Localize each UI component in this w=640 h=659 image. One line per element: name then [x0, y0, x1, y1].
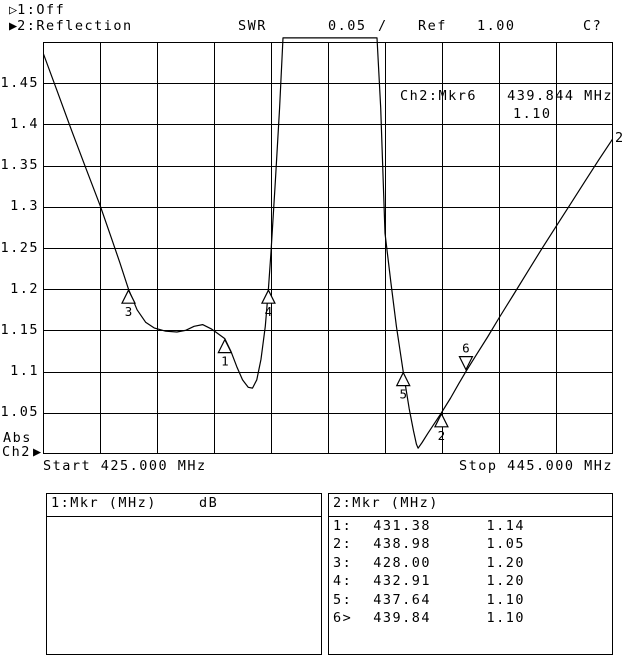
stop-frequency: Stop 445.000 MHz	[458, 458, 613, 474]
marker-readout-channel: Ch2:Mkr6	[400, 88, 478, 104]
marker-row-label: 5:	[333, 591, 353, 608]
marker-readout-frequency: 439.844 MHz	[507, 88, 613, 104]
marker-table-ch1-header: 1:Mkr (MHz) dB	[47, 494, 321, 517]
y-tick-1.4: 1.4	[10, 115, 39, 132]
channel-pointer-icon: ▶	[33, 444, 42, 460]
marker-6-number: 6	[462, 341, 470, 356]
marker-table-row: 6> 439.84 1.10	[329, 611, 612, 629]
marker-row-frequency: 438.98	[373, 536, 431, 553]
marker-row-value: 1.14	[486, 518, 525, 534]
abs-mode-label: Abs	[3, 430, 32, 446]
marker-table-ch1-body	[47, 517, 321, 519]
y-tick-1.45: 1.45	[0, 74, 39, 91]
marker-row-frequency: 428.00	[373, 554, 431, 571]
marker-row-value: 1.05	[486, 536, 525, 553]
scale-divider: /	[378, 18, 388, 34]
marker-1-number: 1	[221, 354, 229, 369]
format-label: SWR	[238, 18, 267, 34]
marker-row-value: 1.10	[486, 609, 525, 626]
marker-row-frequency: 431.38	[373, 518, 431, 534]
y-tick-1.05: 1.05	[0, 404, 39, 421]
marker-3-number: 3	[125, 304, 133, 319]
marker-3-icon	[121, 288, 136, 304]
y-tick-1.1: 1.1	[10, 363, 39, 380]
marker-table-ch1-title: 1:Mkr (MHz)	[51, 495, 157, 511]
channel-footer-label: Ch2	[2, 444, 31, 460]
marker-row-frequency: 437.64	[373, 591, 431, 608]
marker-row-label: 6>	[333, 609, 353, 626]
marker-table-ch2: 2:Mkr (MHz) 1: 431.38 1.14 2: 438.98 1.05 3: 42…	[328, 493, 613, 655]
marker-readout-value: 1.10	[513, 106, 552, 122]
marker-row-value: 1.20	[486, 573, 525, 590]
marker-4-icon	[260, 288, 276, 304]
channel2-status: ▶2:Reflection	[9, 19, 133, 33]
marker-row-frequency: 432.91	[373, 573, 431, 590]
marker-table-ch2-header: 2:Mkr (MHz)	[329, 494, 612, 517]
marker-5-number: 5	[399, 387, 407, 402]
marker-row-label: 1:	[333, 518, 353, 534]
swr-plot: 1 2 3 4 5 6	[43, 37, 613, 454]
y-tick-1.35: 1.35	[0, 157, 39, 174]
start-frequency: Start 425.000 MHz	[43, 458, 207, 474]
marker-table-ch1-unit: dB	[199, 495, 219, 511]
marker-table-row: 3: 428.00 1.20	[329, 556, 612, 574]
channel1-status: ▷1:Off	[9, 3, 65, 17]
y-tick-1.3: 1.3	[10, 198, 39, 215]
marker-row-label: 4:	[333, 573, 353, 590]
marker-2-icon	[433, 412, 449, 428]
ref-label: Ref	[418, 18, 447, 34]
y-tick-1.2: 1.2	[10, 280, 39, 297]
scale-value: 0.05	[328, 18, 367, 34]
marker-row-label: 2:	[333, 536, 353, 553]
marker-6-icon	[458, 356, 474, 371]
marker-table-row: 5: 437.64 1.10	[329, 593, 612, 611]
marker-row-label: 3:	[333, 554, 353, 571]
swr-trace	[43, 37, 613, 449]
channel1-pointer-icon: ▷	[9, 2, 18, 18]
marker-table-row: 2: 438.98 1.05	[329, 537, 612, 555]
marker-table-row: 1: 431.38 1.14	[329, 519, 612, 537]
trace-number-label: 2	[615, 130, 625, 146]
ref-value: 1.00	[477, 18, 516, 34]
marker-4-number: 4	[265, 304, 273, 319]
marker-row-value: 1.20	[486, 554, 525, 571]
channel2-label: 2:Reflection	[17, 18, 133, 34]
correction-status: C?	[583, 18, 603, 34]
y-tick-1.25: 1.25	[0, 239, 39, 256]
marker-table-ch2-title: 2:Mkr (MHz)	[333, 495, 439, 511]
channel2-pointer-icon: ▶	[9, 18, 18, 34]
channel1-label: 1:Off	[17, 2, 66, 18]
marker-table-ch2-body: 1: 431.38 1.14 2: 438.98 1.05 3: 428.00 1.20 4: 43…	[329, 517, 612, 629]
marker-table-ch1: 1:Mkr (MHz) dB	[46, 493, 322, 655]
marker-row-frequency: 439.84	[373, 609, 431, 626]
marker-row-value: 1.10	[486, 591, 525, 608]
marker-1-icon	[217, 338, 233, 354]
y-tick-1.15: 1.15	[0, 321, 39, 338]
marker-5-icon	[395, 371, 411, 387]
marker-table-row: 4: 432.91 1.20	[329, 574, 612, 592]
marker-2-number: 2	[438, 428, 446, 443]
